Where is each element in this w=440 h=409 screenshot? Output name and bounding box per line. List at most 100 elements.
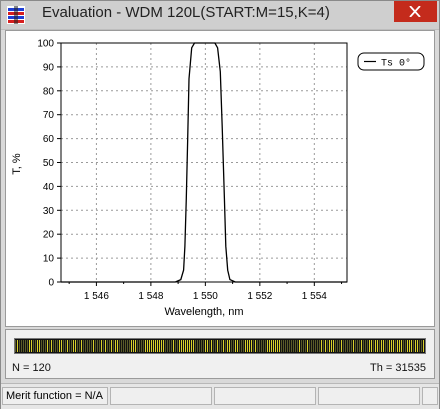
strip-layer <box>249 340 250 352</box>
strip-layer <box>405 340 406 352</box>
status-merit: Merit function = N/A <box>2 387 108 405</box>
y-tick-label: 90 <box>43 62 55 73</box>
strip-layer <box>367 340 368 352</box>
strip-layer <box>383 340 384 352</box>
strip-layer <box>417 340 418 352</box>
strip-layer <box>407 340 408 352</box>
strip-layer <box>233 340 234 352</box>
strip-layer <box>289 340 290 352</box>
strip-layer <box>369 340 370 352</box>
layer-thickness-strip[interactable] <box>14 338 426 354</box>
strip-layer <box>169 340 170 352</box>
strip-layer <box>365 340 366 352</box>
strip-layer <box>255 340 256 352</box>
thickness-panel: N = 120 Th = 31535 <box>5 329 435 379</box>
strip-layer <box>241 340 242 352</box>
strip-layer <box>151 340 152 352</box>
strip-layer <box>321 340 322 352</box>
strip-layer <box>403 340 404 352</box>
strip-layer <box>83 340 84 352</box>
strip-layer <box>347 340 348 352</box>
y-tick-label: 80 <box>43 86 55 97</box>
strip-layer <box>203 340 204 352</box>
strip-layer <box>305 340 306 352</box>
strip-layer <box>245 340 246 352</box>
x-tick-label: 1 548 <box>138 291 163 302</box>
y-tick-label: 100 <box>37 39 54 50</box>
strip-layer <box>251 340 252 352</box>
strip-layer <box>41 340 42 352</box>
strip-layer <box>189 340 190 352</box>
strip-layer <box>335 340 336 352</box>
strip-layer <box>291 340 292 352</box>
strip-layer <box>271 340 272 352</box>
strip-layer <box>95 340 96 352</box>
strip-layer <box>273 340 274 352</box>
strip-layer <box>187 340 188 352</box>
app-icon[interactable] <box>7 6 25 24</box>
strip-layer <box>327 340 328 352</box>
x-tick-label: 1 554 <box>302 291 327 302</box>
strip-layer <box>79 340 80 352</box>
strip-layer <box>149 340 150 352</box>
y-tick-label: 50 <box>43 158 55 169</box>
close-button[interactable] <box>394 1 437 22</box>
strip-layer <box>281 340 282 352</box>
strip-layer <box>45 340 46 352</box>
strip-layer <box>391 340 392 352</box>
strip-layer <box>339 340 340 352</box>
title-bar[interactable]: Evaluation - WDM 120L(START:M=15,K=4) <box>1 1 439 30</box>
strip-layer <box>161 340 162 352</box>
strip-layer <box>207 340 208 352</box>
strip-layer <box>123 340 124 352</box>
x-tick-label: 1 546 <box>84 291 109 302</box>
strip-layer <box>59 340 60 352</box>
strip-layer <box>221 340 222 352</box>
strip-layer <box>211 340 212 352</box>
strip-layer <box>111 340 112 352</box>
strip-layer <box>253 340 254 352</box>
strip-layer <box>155 340 156 352</box>
strip-layer <box>39 340 40 352</box>
strip-layer <box>419 340 420 352</box>
strip-layer <box>227 340 228 352</box>
y-tick-label: 30 <box>43 206 55 217</box>
strip-layer <box>387 340 388 352</box>
strip-layer <box>17 340 18 352</box>
strip-layer <box>15 340 16 352</box>
strip-layer <box>71 340 72 352</box>
strip-layer <box>89 340 90 352</box>
strip-layer <box>171 340 172 352</box>
total-thickness: Th = 31535 <box>370 362 426 374</box>
strip-layer <box>103 340 104 352</box>
strip-layer <box>385 340 386 352</box>
strip-layer <box>91 340 92 352</box>
strip-layer <box>137 340 138 352</box>
strip-layer <box>21 340 22 352</box>
strip-layer <box>37 340 38 352</box>
strip-layer <box>377 340 378 352</box>
strip-layer <box>175 340 176 352</box>
strip-layer <box>345 340 346 352</box>
strip-layer <box>125 340 126 352</box>
strip-layer <box>193 340 194 352</box>
strip-layer <box>389 340 390 352</box>
chart-area: 0 10 20 30 40 50 60 70 80 90 100 1 546 1 548 1 550 1 … <box>5 30 435 327</box>
strip-layer <box>157 340 158 352</box>
strip-layer <box>173 340 174 352</box>
strip-layer <box>183 340 184 352</box>
strip-layer <box>363 340 364 352</box>
strip-layer <box>229 340 230 352</box>
strip-layer <box>277 340 278 352</box>
strip-layer <box>107 340 108 352</box>
strip-layer <box>237 340 238 352</box>
x-tick-label: 1 550 <box>193 291 218 302</box>
strip-layer <box>145 340 146 352</box>
strip-layer <box>113 340 114 352</box>
strip-layer <box>131 340 132 352</box>
strip-layer <box>205 340 206 352</box>
strip-layer <box>67 340 68 352</box>
strip-layer <box>283 340 284 352</box>
status-cell-3 <box>214 387 316 405</box>
strip-layer <box>199 340 200 352</box>
